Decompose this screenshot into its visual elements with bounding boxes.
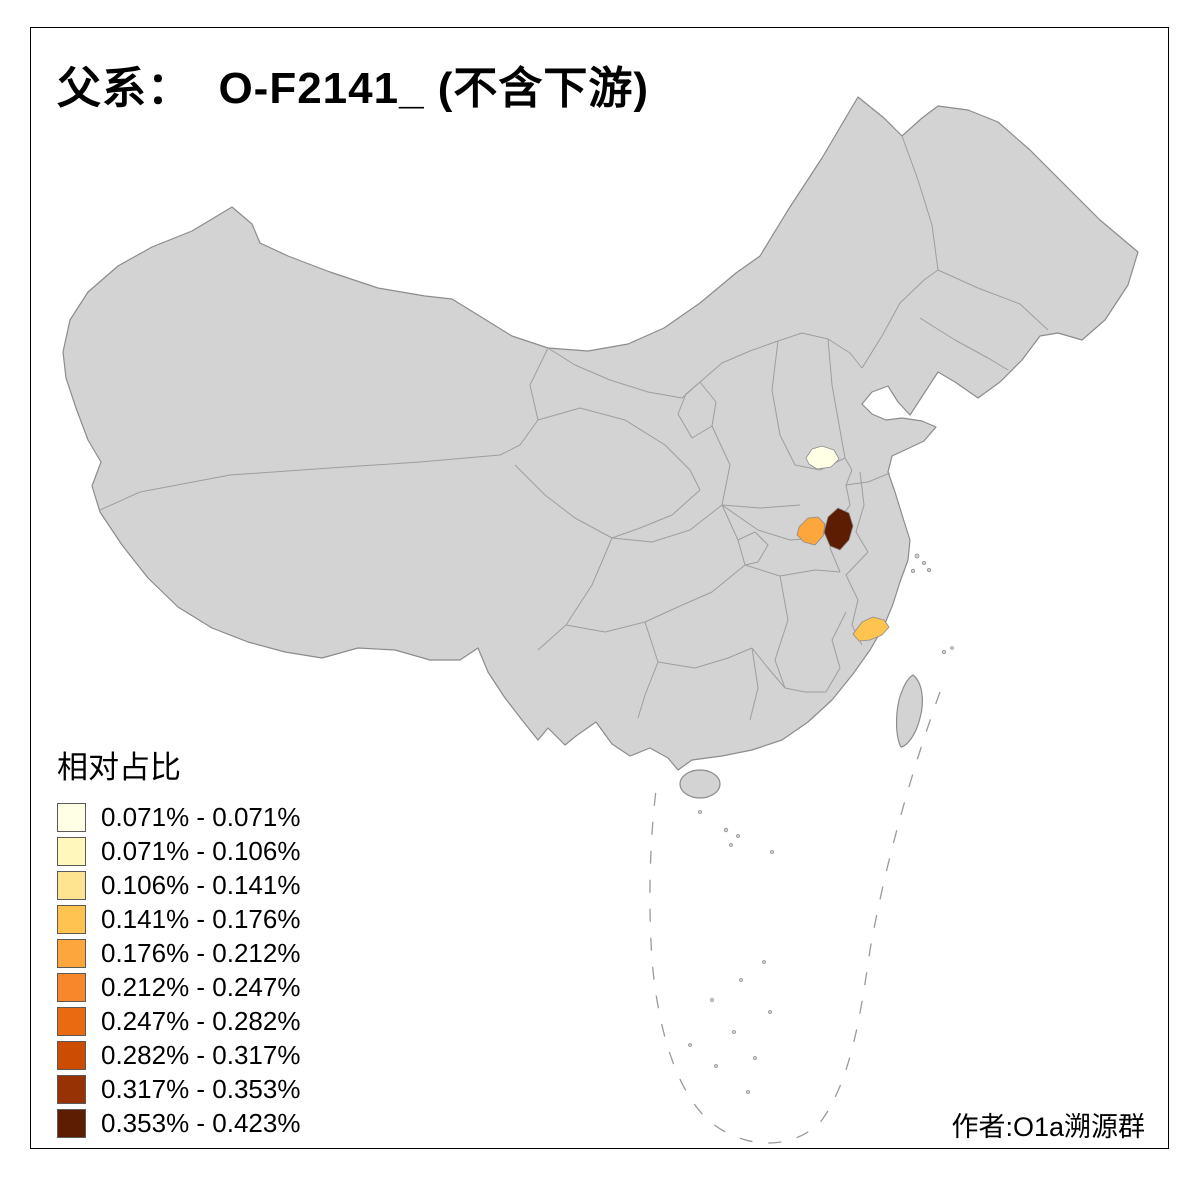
legend-item-label: 0.353% - 0.423%: [101, 1108, 301, 1138]
legend-color-swatch: [57, 1007, 86, 1036]
legend-item-label: 0.247% - 0.282%: [101, 1006, 301, 1036]
legend-item: 0.212% - 0.247%: [57, 972, 301, 1002]
legend-item: 0.141% - 0.176%: [57, 904, 301, 934]
legend-color-swatch: [57, 1075, 86, 1104]
legend-item: 0.317% - 0.353%: [57, 1074, 301, 1104]
legend-color-swatch: [57, 905, 86, 934]
legend-item-label: 0.212% - 0.247%: [101, 972, 301, 1002]
legend-title: 相对占比: [57, 750, 181, 785]
legend-item-label: 0.282% - 0.317%: [101, 1040, 301, 1070]
highlight-north-china-pale: [805, 445, 840, 470]
legend-item: 0.071% - 0.106%: [57, 836, 301, 866]
highlight-central-dark-brown: [823, 507, 854, 551]
legend-item: 0.282% - 0.317%: [57, 1040, 301, 1070]
legend-item-label: 0.317% - 0.353%: [101, 1074, 301, 1104]
legend-color-swatch: [57, 803, 86, 832]
highlight-southeast-coast-orange: [852, 616, 890, 642]
province-borders: [99, 135, 1049, 721]
taiwan-island: [895, 674, 923, 748]
legend-item: 0.353% - 0.423%: [57, 1108, 301, 1138]
legend-item: 0.106% - 0.141%: [57, 870, 301, 900]
highlight-central-orange: [796, 516, 826, 546]
legend-item: 0.247% - 0.282%: [57, 1006, 301, 1036]
legend-item: 0.176% - 0.212%: [57, 938, 301, 968]
legend-color-swatch: [57, 871, 86, 900]
nine-dash-line: [649, 691, 941, 1144]
legend-item: 0.071% - 0.071%: [57, 802, 301, 832]
legend-item-label: 0.106% - 0.141%: [101, 870, 301, 900]
legend-item-label: 0.071% - 0.106%: [101, 836, 301, 866]
legend-color-swatch: [57, 973, 86, 1002]
china-mainland: [62, 96, 1139, 771]
legend-item-label: 0.176% - 0.212%: [101, 938, 301, 968]
legend-item-label: 0.071% - 0.071%: [101, 802, 301, 832]
legend: 相对占比 0.071% - 0.071% 0.071% - 0.106% 0.1…: [57, 742, 300, 1143]
author-credit: 作者:O1a溯源群: [951, 1112, 1145, 1142]
coastal-islets: [911, 553, 954, 655]
legend-color-swatch: [57, 1041, 86, 1070]
hainan-island: [679, 769, 721, 799]
legend-color-swatch: [57, 837, 86, 866]
south-china-sea-islands: [688, 810, 774, 1094]
legend-color-swatch: [57, 939, 86, 968]
legend-color-swatch: [57, 1109, 86, 1138]
legend-item-label: 0.141% - 0.176%: [101, 904, 301, 934]
map-title: 父系： O-F2141_ (不含下游): [57, 64, 650, 113]
